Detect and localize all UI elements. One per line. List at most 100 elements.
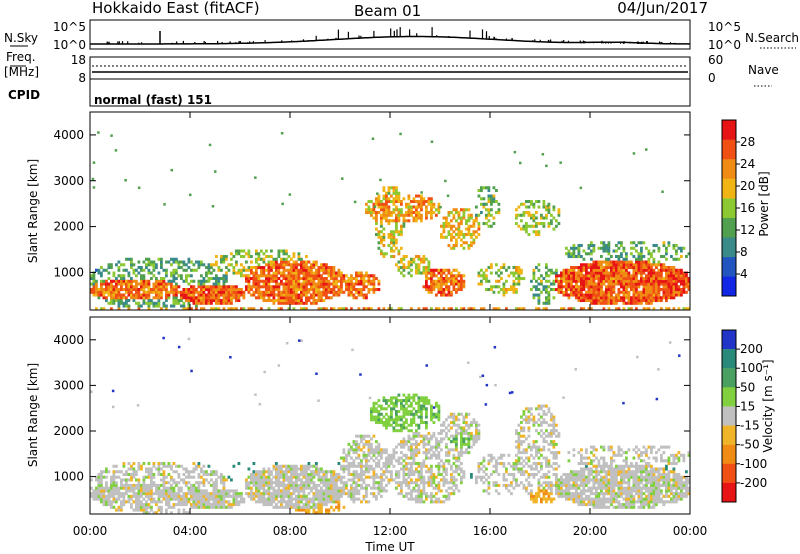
range-cell	[167, 279, 171, 283]
range-cell	[495, 211, 498, 215]
range-cell	[427, 268, 431, 272]
range-cell	[615, 299, 618, 303]
range-cell	[442, 293, 446, 297]
range-cell	[632, 246, 636, 250]
range-cell	[420, 407, 423, 411]
range-cell	[302, 266, 306, 270]
range-cell	[587, 296, 591, 300]
range-cell	[377, 202, 381, 206]
range-cell	[535, 200, 538, 204]
range-cell	[222, 257, 226, 261]
range-cell	[392, 244, 396, 248]
range-cell	[395, 200, 398, 204]
range-cell	[250, 268, 253, 272]
range-cell	[622, 299, 626, 303]
range-cell	[345, 285, 348, 289]
range-cell	[425, 285, 428, 289]
range-cell	[482, 205, 486, 209]
range-cell	[592, 249, 596, 253]
range-cell	[350, 472, 353, 476]
range-cell	[327, 274, 331, 278]
range-cell	[215, 489, 218, 493]
range-cell	[415, 453, 418, 457]
range-cell	[205, 299, 208, 303]
range-cell	[125, 470, 128, 474]
range-cell	[300, 263, 303, 267]
range-cell	[257, 274, 261, 278]
range-cell	[442, 277, 446, 281]
range-cell	[430, 211, 433, 215]
range-cell	[137, 288, 141, 292]
range-cell	[590, 293, 593, 297]
range-cell	[360, 500, 363, 504]
range-cell	[215, 260, 218, 264]
range-cell	[185, 307, 188, 311]
range-cell	[647, 285, 651, 289]
range-cell	[337, 472, 341, 476]
range-cell	[682, 279, 686, 283]
range-cell	[630, 301, 633, 305]
range-cell	[542, 301, 546, 305]
range-cell	[360, 464, 363, 468]
range-cell	[217, 285, 221, 289]
range-cell	[680, 277, 683, 281]
range-cell	[367, 500, 371, 504]
range-cell	[402, 407, 406, 411]
range-cell	[450, 219, 453, 223]
range-cell	[110, 299, 113, 303]
range-cell	[172, 285, 176, 289]
range-cell	[420, 216, 423, 220]
range-cell	[397, 470, 401, 474]
range-cell	[157, 462, 161, 466]
range-cell	[232, 285, 236, 289]
range-cell	[357, 483, 361, 487]
range-cell	[137, 290, 141, 294]
range-cell	[340, 307, 343, 311]
range-cell	[315, 274, 318, 278]
range-cell	[367, 282, 371, 286]
range-cell	[297, 274, 301, 278]
range-cell	[682, 285, 686, 289]
range-cell	[147, 290, 151, 294]
range-cell	[360, 277, 363, 281]
range-cell	[667, 293, 671, 297]
range-cell	[372, 481, 376, 485]
range-cell	[577, 244, 581, 248]
range-cell	[110, 285, 113, 289]
range-cell	[172, 503, 176, 507]
range-cell	[117, 470, 121, 474]
range-cell	[370, 467, 373, 471]
range-cell	[475, 216, 478, 220]
range-cell	[642, 296, 646, 300]
range-cell	[407, 211, 411, 215]
range-cell	[410, 260, 413, 264]
range-cell	[487, 279, 491, 283]
range-cell	[165, 299, 168, 303]
range-cell	[402, 412, 406, 416]
range-cell	[280, 483, 283, 487]
range-cell	[307, 511, 311, 515]
range-cell	[275, 467, 278, 471]
range-cell	[425, 470, 428, 474]
range-cell	[250, 475, 253, 479]
range-cell	[237, 299, 241, 303]
range-cell	[600, 290, 603, 294]
range-cell	[637, 293, 641, 297]
range-cell	[185, 290, 188, 294]
range-cell	[225, 505, 228, 509]
range-cell	[167, 462, 171, 466]
range-cell	[640, 271, 643, 275]
range-cell	[395, 246, 398, 250]
range-cell	[252, 478, 256, 482]
range-cell	[167, 464, 171, 468]
range-cell	[395, 224, 398, 228]
range-cell	[217, 282, 221, 286]
range-cell	[422, 451, 426, 455]
range-cell	[297, 497, 301, 501]
range-cell	[167, 486, 171, 490]
range-cell	[175, 290, 178, 294]
range-cell	[302, 277, 306, 281]
range-cell	[187, 486, 191, 490]
range-cell	[547, 279, 551, 283]
range-cell	[352, 288, 356, 292]
